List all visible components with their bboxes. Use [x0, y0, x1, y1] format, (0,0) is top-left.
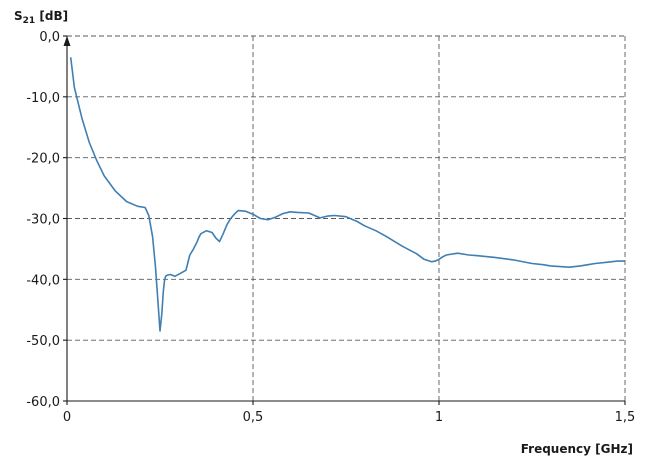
x-tick-label-0: 0	[63, 410, 71, 425]
x-tick-label-2: 1	[435, 410, 443, 425]
grid-lines	[67, 35, 626, 401]
x-axis-title: Frequency [GHz]	[521, 442, 633, 456]
s21-series-line	[69, 57, 625, 332]
x-tick-label-3: 1,5	[615, 410, 636, 425]
y-axis-title-subscript: 21	[23, 16, 36, 26]
y-tick-labels: 0,0 -10,0 -20,0 -30,0 -40,0 -50,0 -60,0	[26, 30, 67, 410]
y-tick-label-2: -20,0	[26, 152, 60, 167]
y-tick-label-4: -40,0	[26, 273, 60, 288]
series-layer	[69, 57, 625, 332]
y-tick-label-1: -10,0	[26, 91, 60, 106]
y-tick-label-5: -50,0	[26, 334, 60, 349]
x-tick-labels: 0 0,5 1 1,5	[63, 401, 635, 425]
y-axis-arrow-icon	[63, 36, 71, 46]
y-axis-title: S21 [dB]	[14, 9, 68, 26]
x-tick-label-1: 0,5	[243, 410, 264, 425]
y-tick-label-3: -30,0	[26, 213, 60, 228]
y-tick-label-0: 0,0	[39, 30, 60, 45]
y-tick-label-6: -60,0	[26, 395, 60, 410]
